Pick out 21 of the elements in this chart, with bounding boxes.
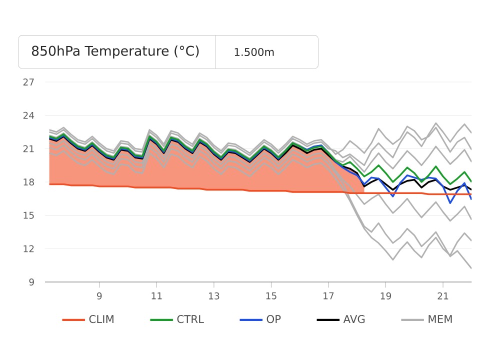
legend-label: AVG (343, 315, 365, 324)
legend-label: OP (266, 315, 281, 324)
chart-subtitle: 1.500m (234, 48, 274, 56)
x-tick-label: 19 (380, 292, 392, 300)
legend-label: MEM (428, 315, 452, 323)
y-tick-label: 27 (23, 78, 34, 86)
legend-label: CLIM (89, 315, 114, 324)
x-tick-label: 13 (209, 292, 220, 300)
y-tick-label: 9 (29, 278, 34, 286)
y-tick-label: 24 (23, 112, 34, 119)
legend-label: CTRL (177, 315, 204, 324)
y-tick-label: 12 (24, 245, 34, 252)
x-tick-label: 15 (266, 292, 276, 300)
x-tick-label: 11 (152, 292, 162, 300)
y-tick-label: 15 (24, 212, 34, 219)
y-tick-label: 21 (23, 145, 34, 152)
x-tick-label: 17 (324, 292, 334, 300)
x-tick-label: 9 (97, 292, 102, 300)
x-tick-label: 21 (438, 292, 448, 300)
chart-title: 850hPa Temperature (°C) (32, 46, 199, 58)
y-tick-label: 18 (24, 178, 34, 186)
